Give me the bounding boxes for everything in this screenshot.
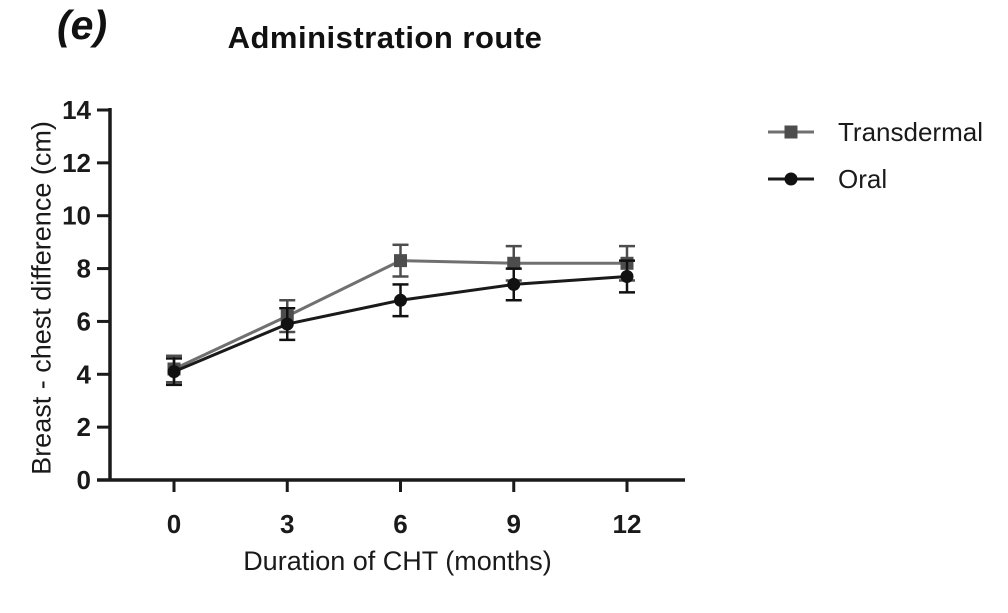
oral-marker [394,293,407,307]
oral-circle-marker-icon [768,172,814,186]
legend: Transdermal Oral [768,116,983,194]
y-tick-label: 0 [77,465,91,495]
x-tick-label: 6 [393,509,407,539]
transdermal-legend-square [784,125,798,139]
y-tick-label: 8 [77,254,91,284]
oral-marker [620,270,634,283]
x-tick-label: 0 [167,509,181,539]
legend-label-oral: Oral [838,163,888,194]
oral-legend-circle [784,172,798,186]
oral-marker [280,317,294,331]
y-tick-label: 14 [62,95,91,125]
x-tick-label: 12 [613,509,642,539]
transdermal-marker [394,254,407,268]
legend-item-transdermal: Transdermal [768,116,983,147]
transdermal-square-marker-icon [768,125,814,139]
legend-label-transdermal: Transdermal [838,116,983,147]
panel-label: (e) [57,2,108,48]
oral-marker [507,277,521,291]
legend-item-oral: Oral [768,163,983,194]
y-tick-label: 6 [77,306,91,336]
chart-title: Administration route [227,20,543,55]
oral-marker [167,365,181,379]
transdermal-marker [507,256,521,270]
x-tick-label: 3 [280,509,294,539]
x-tick-label: 9 [507,509,521,539]
y-tick-label: 2 [77,412,91,442]
y-tick-label: 10 [62,201,91,231]
x-axis-label: Duration of CHT (months) [243,546,552,576]
y-tick-label: 4 [77,359,92,389]
y-tick-label: 12 [62,148,91,178]
